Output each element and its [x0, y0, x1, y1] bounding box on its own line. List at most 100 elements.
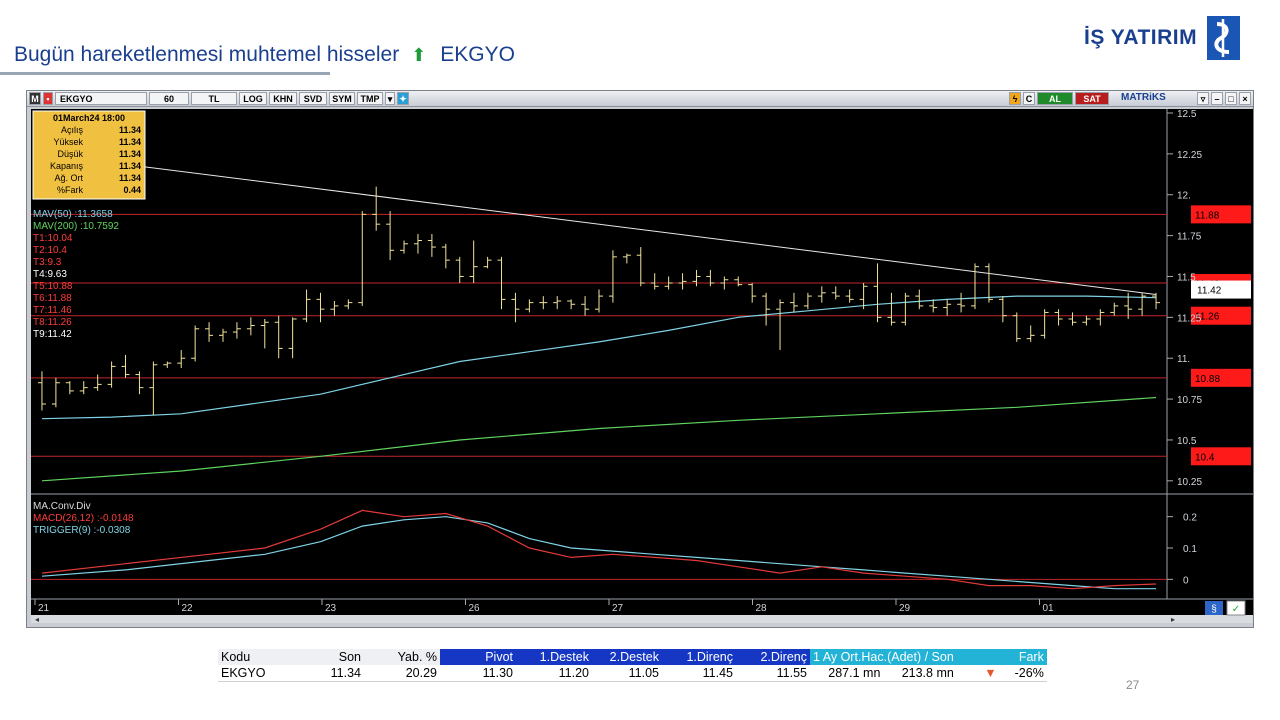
candle [441, 243, 450, 269]
info-value: 11.34 [119, 137, 141, 147]
settings-glyph: § [1211, 604, 1217, 615]
dropdown-icon[interactable]: ▾ [385, 92, 395, 105]
close-icon[interactable]: × [1239, 92, 1251, 105]
table-row: EKGYO 11.34 20.29 11.30 11.20 11.05 11.45 11.55… [218, 665, 1047, 682]
info-label: Yüksek [53, 137, 83, 147]
candle [971, 263, 979, 310]
candle [427, 233, 436, 257]
x-tick-label: 26 [469, 603, 481, 614]
macd-tick-label: 0.1 [1183, 544, 1197, 555]
chart-settings-icon[interactable] [1205, 601, 1223, 615]
y-tick-label: 12.25 [1177, 150, 1202, 161]
page-number: 27 [1126, 678, 1140, 692]
candle [595, 289, 603, 313]
candle [817, 286, 826, 303]
candle [400, 240, 409, 254]
maximize-icon[interactable]: □ [1225, 92, 1237, 105]
tmp-button[interactable]: TMP [357, 92, 383, 105]
sym-button[interactable]: SYM [329, 92, 355, 105]
title-underline [0, 72, 330, 75]
table-cell: 11.20 [516, 665, 592, 682]
table-header-cell: 2.Destek [592, 649, 662, 666]
candle [1012, 312, 1021, 342]
table-cell: 11.30 [440, 665, 516, 682]
candle [943, 299, 952, 316]
check-glyph: ✓ [1232, 604, 1240, 615]
macd-label: TRIGGER(9) :-0.0308 [33, 525, 131, 536]
horizontal-scrollbar[interactable] [31, 615, 1253, 623]
candle [135, 371, 144, 395]
level-tag-label: 11.26 [1195, 312, 1220, 323]
candle [776, 299, 785, 351]
candle [929, 299, 938, 313]
lightning-icon[interactable]: ϟ [1009, 92, 1021, 105]
chart-scroll-toggle-icon[interactable] [1226, 600, 1246, 616]
minimize-icon[interactable]: – [1211, 92, 1223, 105]
candle [316, 292, 325, 323]
y-tick-label: 12. [1177, 191, 1191, 202]
scroll-right-icon[interactable]: ▸ [1171, 615, 1175, 624]
candle [121, 354, 130, 378]
window-menu-icon[interactable]: ▿ [1197, 92, 1209, 105]
table-cell: 213.8 mn [883, 665, 957, 682]
y-tick-label: 11. [1177, 354, 1190, 365]
level-tag [1191, 368, 1251, 387]
candle [93, 374, 102, 391]
candle [553, 296, 562, 310]
sell-button[interactable]: SAT [1075, 92, 1109, 105]
info-label: Ağ. Ort [54, 173, 83, 183]
y-tick-label: 10.5 [1177, 436, 1197, 447]
candle [330, 301, 339, 316]
candle [581, 296, 590, 316]
table-header-cell: Fark [956, 649, 1047, 666]
table-cell: 287.1 mn [810, 665, 884, 682]
menu-button[interactable]: M [29, 92, 41, 105]
x-tick-label: 01 [1043, 603, 1055, 614]
svd-button[interactable]: SVD [299, 92, 327, 105]
candle [386, 211, 395, 261]
buy-button[interactable]: AL [1037, 92, 1073, 105]
candle [650, 273, 659, 290]
x-tick-label: 28 [756, 603, 768, 614]
table-header-cell: Pivot [440, 649, 516, 666]
twitter-icon[interactable]: ✦ [397, 92, 409, 105]
macd-label: MACD(26,12) :-0.0148 [33, 513, 134, 524]
period-field[interactable]: 60 [149, 92, 189, 105]
indicator-label: T2:10.4 [33, 245, 67, 256]
candle [177, 350, 186, 369]
candle [1082, 315, 1091, 326]
down-triangle-icon: ▼ [984, 666, 997, 680]
macd-label: MA.Conv.Div [33, 501, 91, 512]
level-tag-label: 10.88 [1195, 374, 1220, 385]
candle [706, 269, 715, 287]
candle [720, 276, 729, 290]
y-tick-label: 10.25 [1177, 477, 1202, 488]
logo-mark-icon [1207, 16, 1241, 60]
candle [413, 233, 422, 254]
info-label: Düşük [57, 149, 83, 159]
candle [887, 292, 896, 326]
level-tag-label: 10.4 [1195, 452, 1215, 463]
ma200-line [41, 396, 1157, 482]
candle [107, 361, 116, 388]
candle [845, 289, 854, 303]
macd-tick-label: 0.2 [1183, 513, 1197, 524]
candle [789, 292, 798, 313]
candle [455, 256, 464, 284]
currency-field[interactable]: TL [191, 92, 237, 105]
logo-text: İŞ YATIRIM [1084, 26, 1198, 49]
candle [1124, 292, 1133, 319]
refresh-icon[interactable]: C [1023, 92, 1035, 105]
khn-button[interactable]: KHN [269, 92, 297, 105]
indicator-label: T1:10.04 [33, 233, 73, 244]
table-header-cell: 1 Ay Ort.Hac.(Adet) / Son [810, 649, 957, 666]
scroll-left-icon[interactable]: ◂ [35, 615, 39, 624]
symbol-field[interactable]: EKGYO [55, 92, 147, 105]
candle [998, 296, 1007, 323]
log-button[interactable]: LOG [239, 92, 267, 105]
fark-value: -26% [1014, 666, 1044, 680]
symbol-flag-icon[interactable]: ▪ [43, 92, 53, 105]
